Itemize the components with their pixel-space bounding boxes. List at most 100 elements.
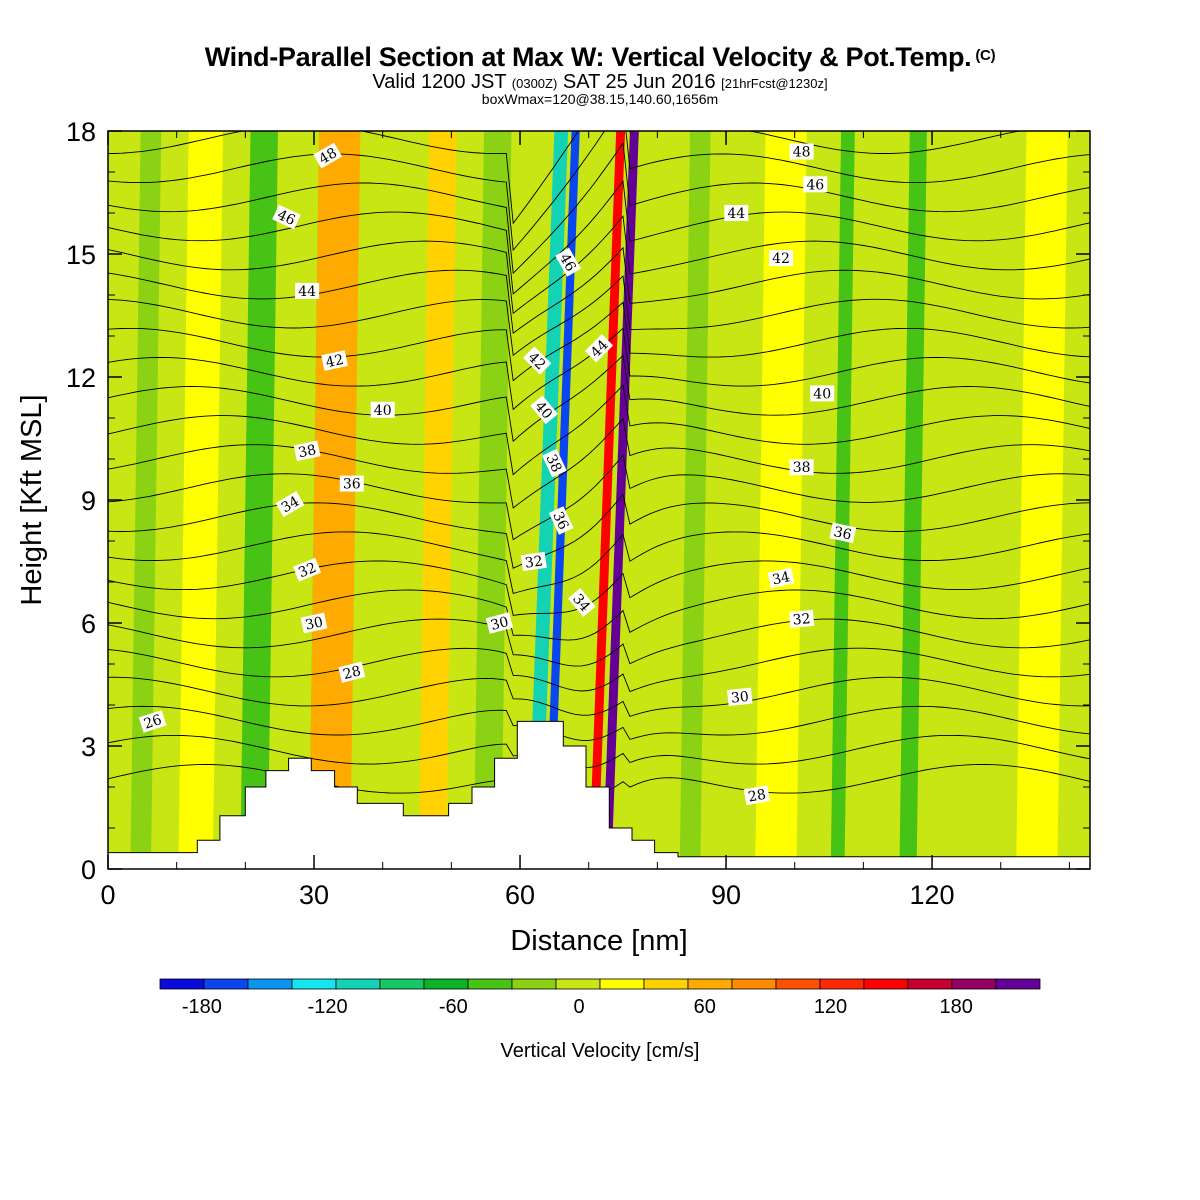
theta-contour-line <box>108 131 1022 225</box>
contour-label: 42 <box>321 350 349 371</box>
contour-label-text: 30 <box>489 614 510 634</box>
theta-contour-line <box>108 454 1090 541</box>
contour-label: 36 <box>829 522 857 544</box>
box-info: boxWmax=120@38.15,140.60,1656m <box>481 91 719 107</box>
contour-label-box <box>743 785 771 806</box>
contour-label: 36 <box>339 475 364 493</box>
contour-label-box <box>810 385 835 402</box>
contour-label-text: 42 <box>772 251 790 267</box>
x-tick-label: 90 <box>711 880 741 910</box>
contour-labels: 26 28 30 32 34 36 38 40 42 44 46 48 30 32 34 36 38 40 42 44… <box>138 142 857 806</box>
chart-title-text: Wind-Parallel Section at Max W: Vertical… <box>204 42 972 72</box>
colorbar-tick-label: 60 <box>694 996 716 1018</box>
chart-title: Wind-Parallel Section at Max W: Vertical… <box>0 42 1200 73</box>
contour-label-text: 44 <box>298 284 316 300</box>
theta-contour-line <box>108 141 1090 275</box>
colorbar-title: Vertical Velocity [cm/s] <box>501 1040 700 1062</box>
colorbar-tick-label: -180 <box>182 996 222 1018</box>
theta-contour-line <box>108 734 1090 769</box>
colorbar-swatch <box>775 978 821 990</box>
contour-label: 32 <box>292 557 322 582</box>
contour-label-box <box>293 440 321 462</box>
contour-label-box <box>485 612 514 634</box>
contour-label-box <box>313 142 343 169</box>
contour-label-text: 26 <box>142 712 164 733</box>
valid-time: Valid 1200 JST <box>372 71 507 93</box>
valid-date: SAT 25 Jun 2016 <box>562 71 716 93</box>
contour-label-text: 36 <box>549 509 571 532</box>
velocity-band <box>308 131 361 869</box>
valid-utc: (0300Z) <box>511 76 558 91</box>
velocity-band <box>240 131 278 869</box>
contour-label-box <box>769 250 793 267</box>
contour-label-text: 36 <box>343 477 361 493</box>
contour-label-text: 42 <box>324 352 345 371</box>
theta-contour-line <box>108 246 1090 335</box>
contour-label: 30 <box>300 612 328 634</box>
contour-label-box <box>321 350 349 371</box>
contour-label: 28 <box>743 785 771 806</box>
contour-label: 46 <box>555 247 582 277</box>
contour-label: 38 <box>789 459 814 476</box>
colorbar-swatch <box>687 978 733 990</box>
colorbar-swatch <box>203 978 249 990</box>
contour-label-text: 28 <box>747 787 767 806</box>
contour-label: 46 <box>803 176 828 193</box>
contour-label-text: 28 <box>341 663 362 683</box>
contour-label: 44 <box>724 205 749 222</box>
velocity-band <box>130 131 162 869</box>
contour-label-text: 40 <box>813 386 831 402</box>
colorbar-swatch <box>819 978 865 990</box>
theta-contour-line <box>108 531 1090 594</box>
colorbar-swatch <box>951 978 997 990</box>
contour-label-box <box>548 506 574 535</box>
contour-label-box <box>767 567 795 589</box>
contour-label-text: 40 <box>374 403 392 419</box>
y-tick-label: 12 <box>66 363 96 393</box>
y-tick-label: 15 <box>66 240 96 270</box>
x-tick-label: 30 <box>299 880 329 910</box>
contour-label: 42 <box>769 250 793 267</box>
contour-label-text: 30 <box>304 614 325 633</box>
colorbar-swatch <box>731 978 777 990</box>
colorbar-swatch <box>555 978 601 990</box>
contour-label-box <box>272 204 301 230</box>
velocity-band <box>602 131 639 869</box>
contour-label: 38 <box>293 440 321 462</box>
contour-label-text: 44 <box>727 206 745 222</box>
theta-contour-line <box>108 384 1090 476</box>
contour-label: 48 <box>789 143 814 161</box>
colorbar-swatch <box>467 978 513 990</box>
contour-label-box <box>542 448 567 478</box>
contour-label-box <box>724 205 749 221</box>
contour-label: 46 <box>272 204 301 230</box>
y-axis-title: Height [Kft MSL] <box>16 394 48 605</box>
contour-label: 34 <box>275 491 305 518</box>
velocity-band <box>1016 131 1068 869</box>
theta-contour-line <box>108 354 1090 443</box>
contour-label-box <box>530 395 558 425</box>
contour-label: 34 <box>767 567 795 589</box>
contour-label-box <box>370 401 395 418</box>
contour-label-text: 34 <box>771 569 792 588</box>
contour-label-text: 32 <box>524 553 544 571</box>
colorbar-swatch <box>643 978 689 990</box>
theta-contour-line <box>108 647 1090 693</box>
y-tick-label: 0 <box>81 855 96 885</box>
contour-label-box <box>829 522 857 544</box>
contour-label-box <box>339 475 364 492</box>
theta-contour-line <box>108 493 1090 569</box>
forecast-info: [21hrFcst@1230z] <box>721 76 828 91</box>
velocity-band <box>418 131 457 869</box>
theta-contour-line <box>108 131 1090 252</box>
contour-label-box <box>555 247 582 277</box>
contour-label-text: 46 <box>556 251 579 275</box>
contour-label-box <box>584 334 614 363</box>
terrain <box>107 720 1091 870</box>
colorbar-tick-label: 180 <box>940 996 973 1018</box>
copyright-mark: (C) <box>975 47 996 64</box>
theta-contour-line <box>108 301 1090 382</box>
contour-label: 44 <box>295 282 320 300</box>
